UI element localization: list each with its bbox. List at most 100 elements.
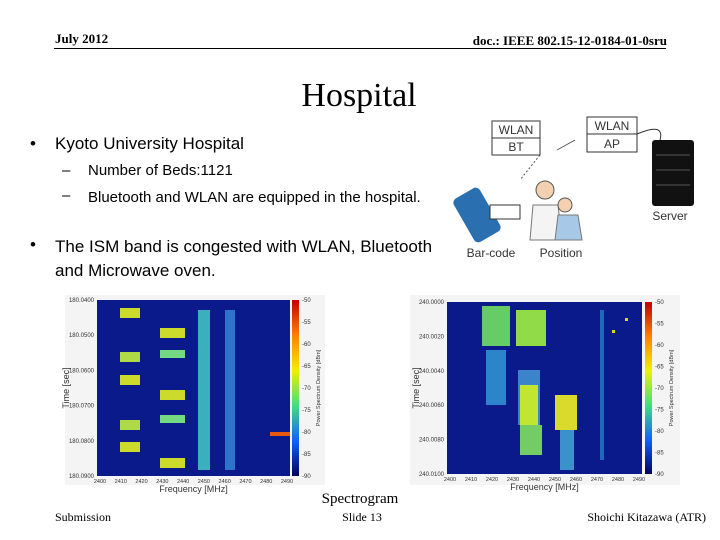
footer-left: Submission (55, 510, 112, 524)
sub-bullet: Bluetooth and WLAN are equipped in the h… (88, 189, 421, 206)
title: Hospital (301, 77, 417, 114)
signal-block (160, 390, 185, 400)
signal-block (270, 432, 290, 436)
x-tick-label: 2480 (260, 479, 272, 485)
server-label: Server (652, 209, 687, 223)
signal-block (560, 430, 574, 470)
x-tick-label: 2460 (219, 479, 231, 485)
ap-label: WLAN (595, 119, 630, 133)
header-date: July 2012 (55, 31, 109, 46)
y-axis-label: Time [sec] (61, 367, 71, 408)
scanner-icon (453, 187, 501, 243)
colorbar-tick-label: -90 (302, 474, 311, 480)
x-tick-label: 2470 (239, 479, 251, 485)
spectrograms: 180.0400 180.0500 180.0600 180.0700 180.0800… (61, 295, 680, 494)
x-tick-label: 2440 (528, 477, 540, 483)
colorbar-tick-label: -50 (302, 298, 311, 304)
signal-block (225, 310, 235, 470)
person-head (535, 180, 555, 200)
y-tick-label: 180.0900 (69, 474, 95, 480)
signal-block (520, 385, 538, 425)
header-doc: doc.: IEEE 802.15-12-0184-01-0sru (472, 33, 667, 48)
signal-block (612, 330, 615, 333)
link (636, 128, 662, 141)
signal-block (120, 442, 140, 452)
signal-block (520, 425, 542, 455)
y-tick-label: 180.0400 (69, 298, 95, 304)
colorbar-label: Power Spectrum Density [dBm] (669, 349, 675, 426)
signal-block (160, 458, 185, 468)
colorbar-tick-label: -80 (302, 430, 311, 436)
sub-bullet: Number of Beds:1121 (88, 162, 233, 179)
colorbar-tick-label: -60 (655, 343, 664, 349)
x-tick-label: 2430 (156, 479, 168, 485)
bullet-dot: • (30, 235, 36, 254)
signal-block (160, 415, 185, 423)
bullet: Kyoto University Hospital (55, 134, 244, 153)
terminal-label: WLAN (499, 123, 534, 137)
y-tick-label: 180.0800 (69, 439, 95, 445)
x-tick-label: 2480 (612, 477, 624, 483)
x-tick-label: 2410 (465, 477, 477, 483)
colorbar-tick-label: -70 (655, 386, 664, 392)
caption: Spectrogram (322, 491, 399, 507)
x-tick-label: 2450 (198, 479, 210, 485)
colorbar-label: Power Spectrum Density [dBm] (316, 349, 322, 426)
signal-block (516, 310, 546, 346)
x-tick-label: 2470 (591, 477, 603, 483)
colorbar-tick-label: -80 (655, 429, 664, 435)
colorbar (645, 302, 652, 474)
x-tick-label: 2420 (135, 479, 147, 485)
signal-block (555, 395, 577, 430)
colorbar-tick-label: -90 (655, 472, 664, 478)
colorbar (292, 300, 299, 476)
signal-block (120, 420, 140, 430)
barcode-label: Bar-code (467, 246, 516, 260)
signal-block (198, 310, 210, 470)
colorbar-tick-label: -65 (302, 364, 311, 370)
footer-right: Shoichi Kitazawa (ATR) (587, 510, 706, 524)
colorbar-tick-label: -65 (655, 365, 664, 371)
y-tick-label: 240.0020 (419, 334, 445, 340)
signal-block (486, 350, 506, 405)
signal (519, 154, 541, 181)
signal-block (160, 350, 185, 358)
header-rule (54, 48, 666, 49)
ap-label: AP (604, 137, 620, 151)
barcode-icon (489, 204, 521, 220)
colorbar-tick-label: -85 (655, 451, 664, 457)
colorbar-tick-label: -70 (302, 386, 311, 392)
footer-center: Slide 13 (342, 510, 382, 524)
x-axis-label: Frequency [MHz] (510, 482, 579, 492)
signal-block (120, 308, 140, 318)
x-axis-label: Frequency [MHz] (159, 484, 228, 494)
colorbar-tick-label: -75 (302, 408, 311, 414)
sub-dash: – (62, 162, 71, 179)
signal (556, 139, 576, 151)
colorbar-tick-label: -75 (655, 408, 664, 414)
person-head (557, 197, 573, 213)
y-tick-label: 240.0100 (419, 472, 445, 478)
signal-block (120, 375, 140, 385)
x-tick-label: 2430 (507, 477, 519, 483)
x-tick-label: 2440 (177, 479, 189, 485)
sub-dash: – (62, 187, 71, 204)
colorbar-tick-label: -55 (655, 322, 664, 328)
y-tick-label: 240.0080 (419, 438, 445, 444)
colorbar-tick-label: -60 (302, 342, 311, 348)
x-tick-label: 2420 (486, 477, 498, 483)
signal-block (160, 328, 185, 338)
y-tick-label: 180.0700 (69, 404, 95, 410)
bullet-dot: • (30, 134, 36, 153)
colorbar-tick-label: -85 (302, 452, 311, 458)
y-tick-label: 180.0600 (69, 368, 95, 374)
x-tick-label: 2400 (444, 477, 456, 483)
position-label: Position (540, 246, 583, 260)
x-tick-label: 2460 (570, 477, 582, 483)
person-body (554, 214, 583, 241)
y-tick-label: 240.0040 (419, 369, 445, 375)
server-icon (652, 140, 694, 206)
y-axis-label: Time [sec] (411, 367, 421, 408)
